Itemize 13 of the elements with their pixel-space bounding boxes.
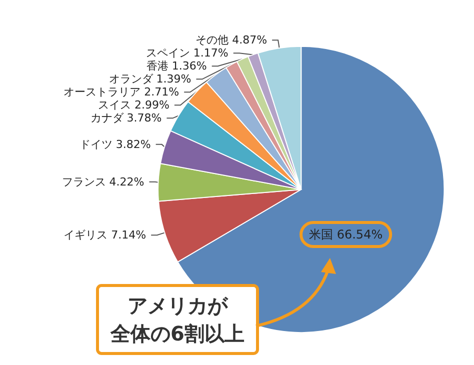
slice-label: カナダ 3.78% (90, 112, 162, 125)
slice-label: オーストラリア 2.71% (64, 86, 180, 99)
slice-label: スペイン 1.17% (146, 46, 228, 60)
text: アメリカが (128, 294, 228, 318)
slice-label: イギリス 7.14% (64, 228, 146, 242)
slice-label: その他 4.87% (196, 34, 268, 47)
slice-label: オランダ 1.39% (108, 72, 192, 86)
slice-label: スイス 2.99% (98, 98, 170, 112)
slice-label: ドイツ 3.82% (79, 138, 151, 151)
slice-label: 米国 66.54% (309, 228, 383, 242)
slice-label: 香港 1.36% (146, 60, 207, 73)
text: 全体の6割以上 (110, 322, 244, 346)
slice-label: フランス 4.22% (62, 175, 144, 188)
